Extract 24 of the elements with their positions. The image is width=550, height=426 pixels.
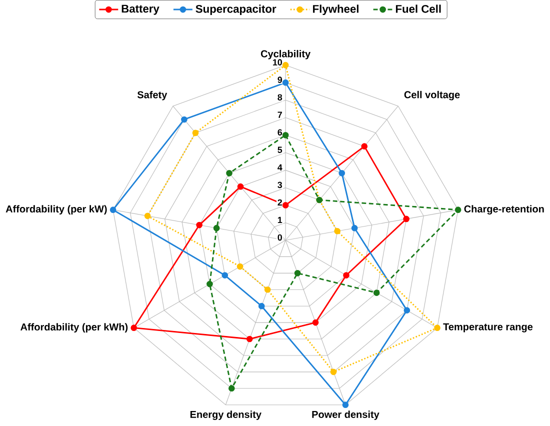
y-tick-label: 7 bbox=[278, 112, 282, 118]
spoke-label: Charge-retention bbox=[464, 205, 544, 215]
legend-label: Flywheel bbox=[313, 4, 358, 16]
spoke-label: Cyclability bbox=[260, 50, 311, 60]
y-tick-label: 4 bbox=[278, 164, 282, 171]
legend-label: Fuel Cell bbox=[396, 4, 441, 14]
y-tick-label: 0 bbox=[278, 234, 282, 241]
spoke-label: Safety bbox=[137, 91, 168, 100]
y-tick-label: 8 bbox=[278, 94, 282, 101]
y-tick-label: 2 bbox=[278, 200, 282, 206]
legend-label: Supercapacitor bbox=[196, 4, 276, 16]
legend-label: Battery bbox=[122, 5, 160, 16]
spoke-label: Affordability (per kW) bbox=[6, 205, 107, 215]
spoke-label: Cell voltage bbox=[404, 91, 460, 101]
y-tick-label: 10 bbox=[273, 59, 282, 66]
y-tick-label: 9 bbox=[278, 76, 282, 84]
y-tick-label: 6 bbox=[278, 129, 282, 136]
spoke-label: Power density bbox=[312, 410, 380, 420]
y-tick-label: 5 bbox=[278, 147, 282, 154]
y-tick-label: 1 bbox=[278, 217, 282, 224]
y-tick-label: 3 bbox=[278, 182, 282, 188]
spoke-label: Energy density bbox=[190, 410, 262, 420]
spoke-label: Affordability (per kWh) bbox=[20, 323, 128, 333]
spoke-label: Temperature range bbox=[443, 324, 533, 333]
